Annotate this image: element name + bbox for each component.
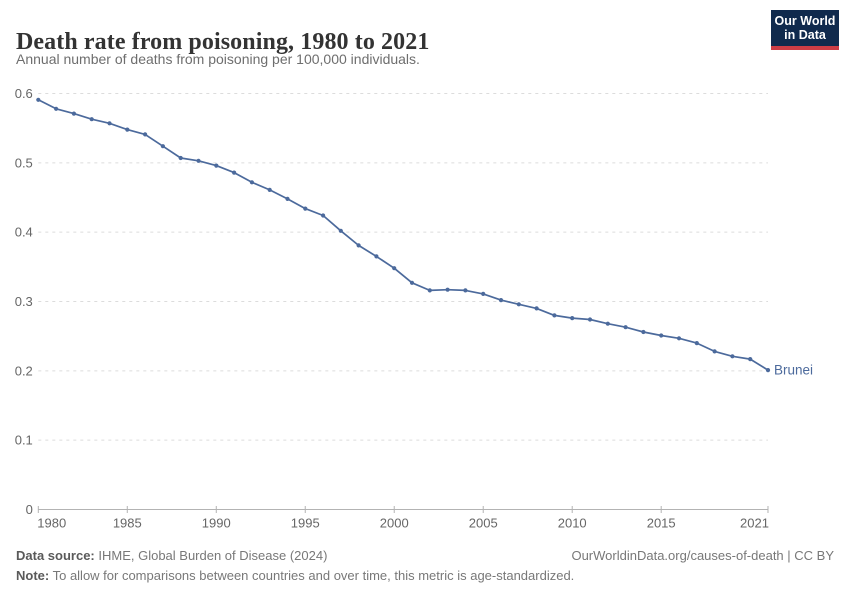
data-point (374, 254, 379, 259)
data-point (338, 228, 343, 233)
y-tick-label: 0.2 (15, 363, 33, 378)
data-point (712, 349, 717, 354)
footer-row-source: Data source: IHME, Global Burden of Dise… (16, 546, 834, 566)
data-point (178, 155, 183, 161)
chart-subtitle: Annual number of deaths from poisoning p… (16, 51, 420, 67)
series-end-label: Brunei (774, 363, 813, 378)
data-point (267, 187, 272, 192)
data-point (694, 341, 699, 346)
data-point (498, 298, 504, 303)
page-title: Death rate from poisoning, 1980 to 2021 (16, 29, 430, 56)
data-point (409, 280, 415, 285)
x-tick-label: 2005 (469, 516, 498, 531)
owid-logo-line2: in Data (784, 28, 826, 42)
data-point (356, 243, 361, 248)
data-point (160, 144, 165, 149)
data-point (605, 321, 610, 326)
data-point (676, 336, 682, 341)
y-tick-label: 0.3 (15, 294, 33, 309)
data-point (623, 325, 628, 330)
data-point (285, 196, 290, 201)
data-point (587, 317, 593, 322)
data-point (552, 313, 557, 318)
note-text: Note: To allow for comparisons between c… (16, 568, 575, 583)
data-point (54, 106, 59, 111)
data-point (748, 357, 753, 362)
x-tick-label: 1995 (291, 516, 320, 531)
data-source-text: Data source: IHME, Global Burden of Dise… (16, 548, 328, 563)
data-source-label: Data source: (16, 548, 95, 563)
data-point (214, 163, 219, 168)
series-line (37, 98, 769, 371)
data-point (570, 316, 575, 321)
owid-logo: Our World in Data (771, 10, 839, 50)
x-tick-label: 2015 (647, 516, 676, 531)
owid-logo-line1: Our World (774, 14, 836, 28)
y-tick-label: 0.4 (15, 225, 33, 240)
data-point (232, 170, 237, 175)
data-point (321, 213, 326, 218)
data-point (641, 329, 646, 335)
data-point (392, 266, 397, 271)
footer-row-note: Note: To allow for comparisons between c… (16, 566, 834, 586)
data-point (143, 132, 148, 137)
data-point (36, 97, 41, 102)
data-point (427, 288, 432, 293)
data-point (730, 354, 735, 359)
data-point (196, 158, 201, 163)
x-tick-label: 1990 (202, 516, 231, 531)
x-tick-label: 2021 (740, 516, 769, 531)
data-point (445, 287, 450, 292)
data-point (659, 333, 664, 338)
data-point (125, 127, 130, 132)
y-tick-label: 0 (26, 502, 33, 517)
data-point (534, 306, 539, 311)
data-point (463, 288, 468, 293)
x-tick-label: 2010 (558, 516, 587, 531)
data-point (71, 111, 76, 116)
data-point (303, 206, 308, 211)
data-point (249, 180, 254, 185)
x-tick-label: 1980 (37, 516, 66, 531)
data-point (89, 117, 94, 122)
chart-footer: Data source: IHME, Global Burden of Dise… (16, 546, 834, 586)
x-tick-label: 2000 (380, 516, 409, 531)
note-label: Note: (16, 568, 50, 583)
license-text: OurWorldinData.org/causes-of-death | CC … (571, 548, 834, 563)
x-tick-label: 1985 (113, 516, 142, 531)
y-tick-label: 0.1 (15, 433, 33, 448)
data-point (481, 291, 486, 296)
y-tick-label: 0.5 (15, 155, 33, 170)
data-point (516, 302, 521, 307)
data-point (765, 368, 771, 373)
data-point (107, 121, 112, 126)
y-tick-label: 0.6 (15, 86, 33, 101)
